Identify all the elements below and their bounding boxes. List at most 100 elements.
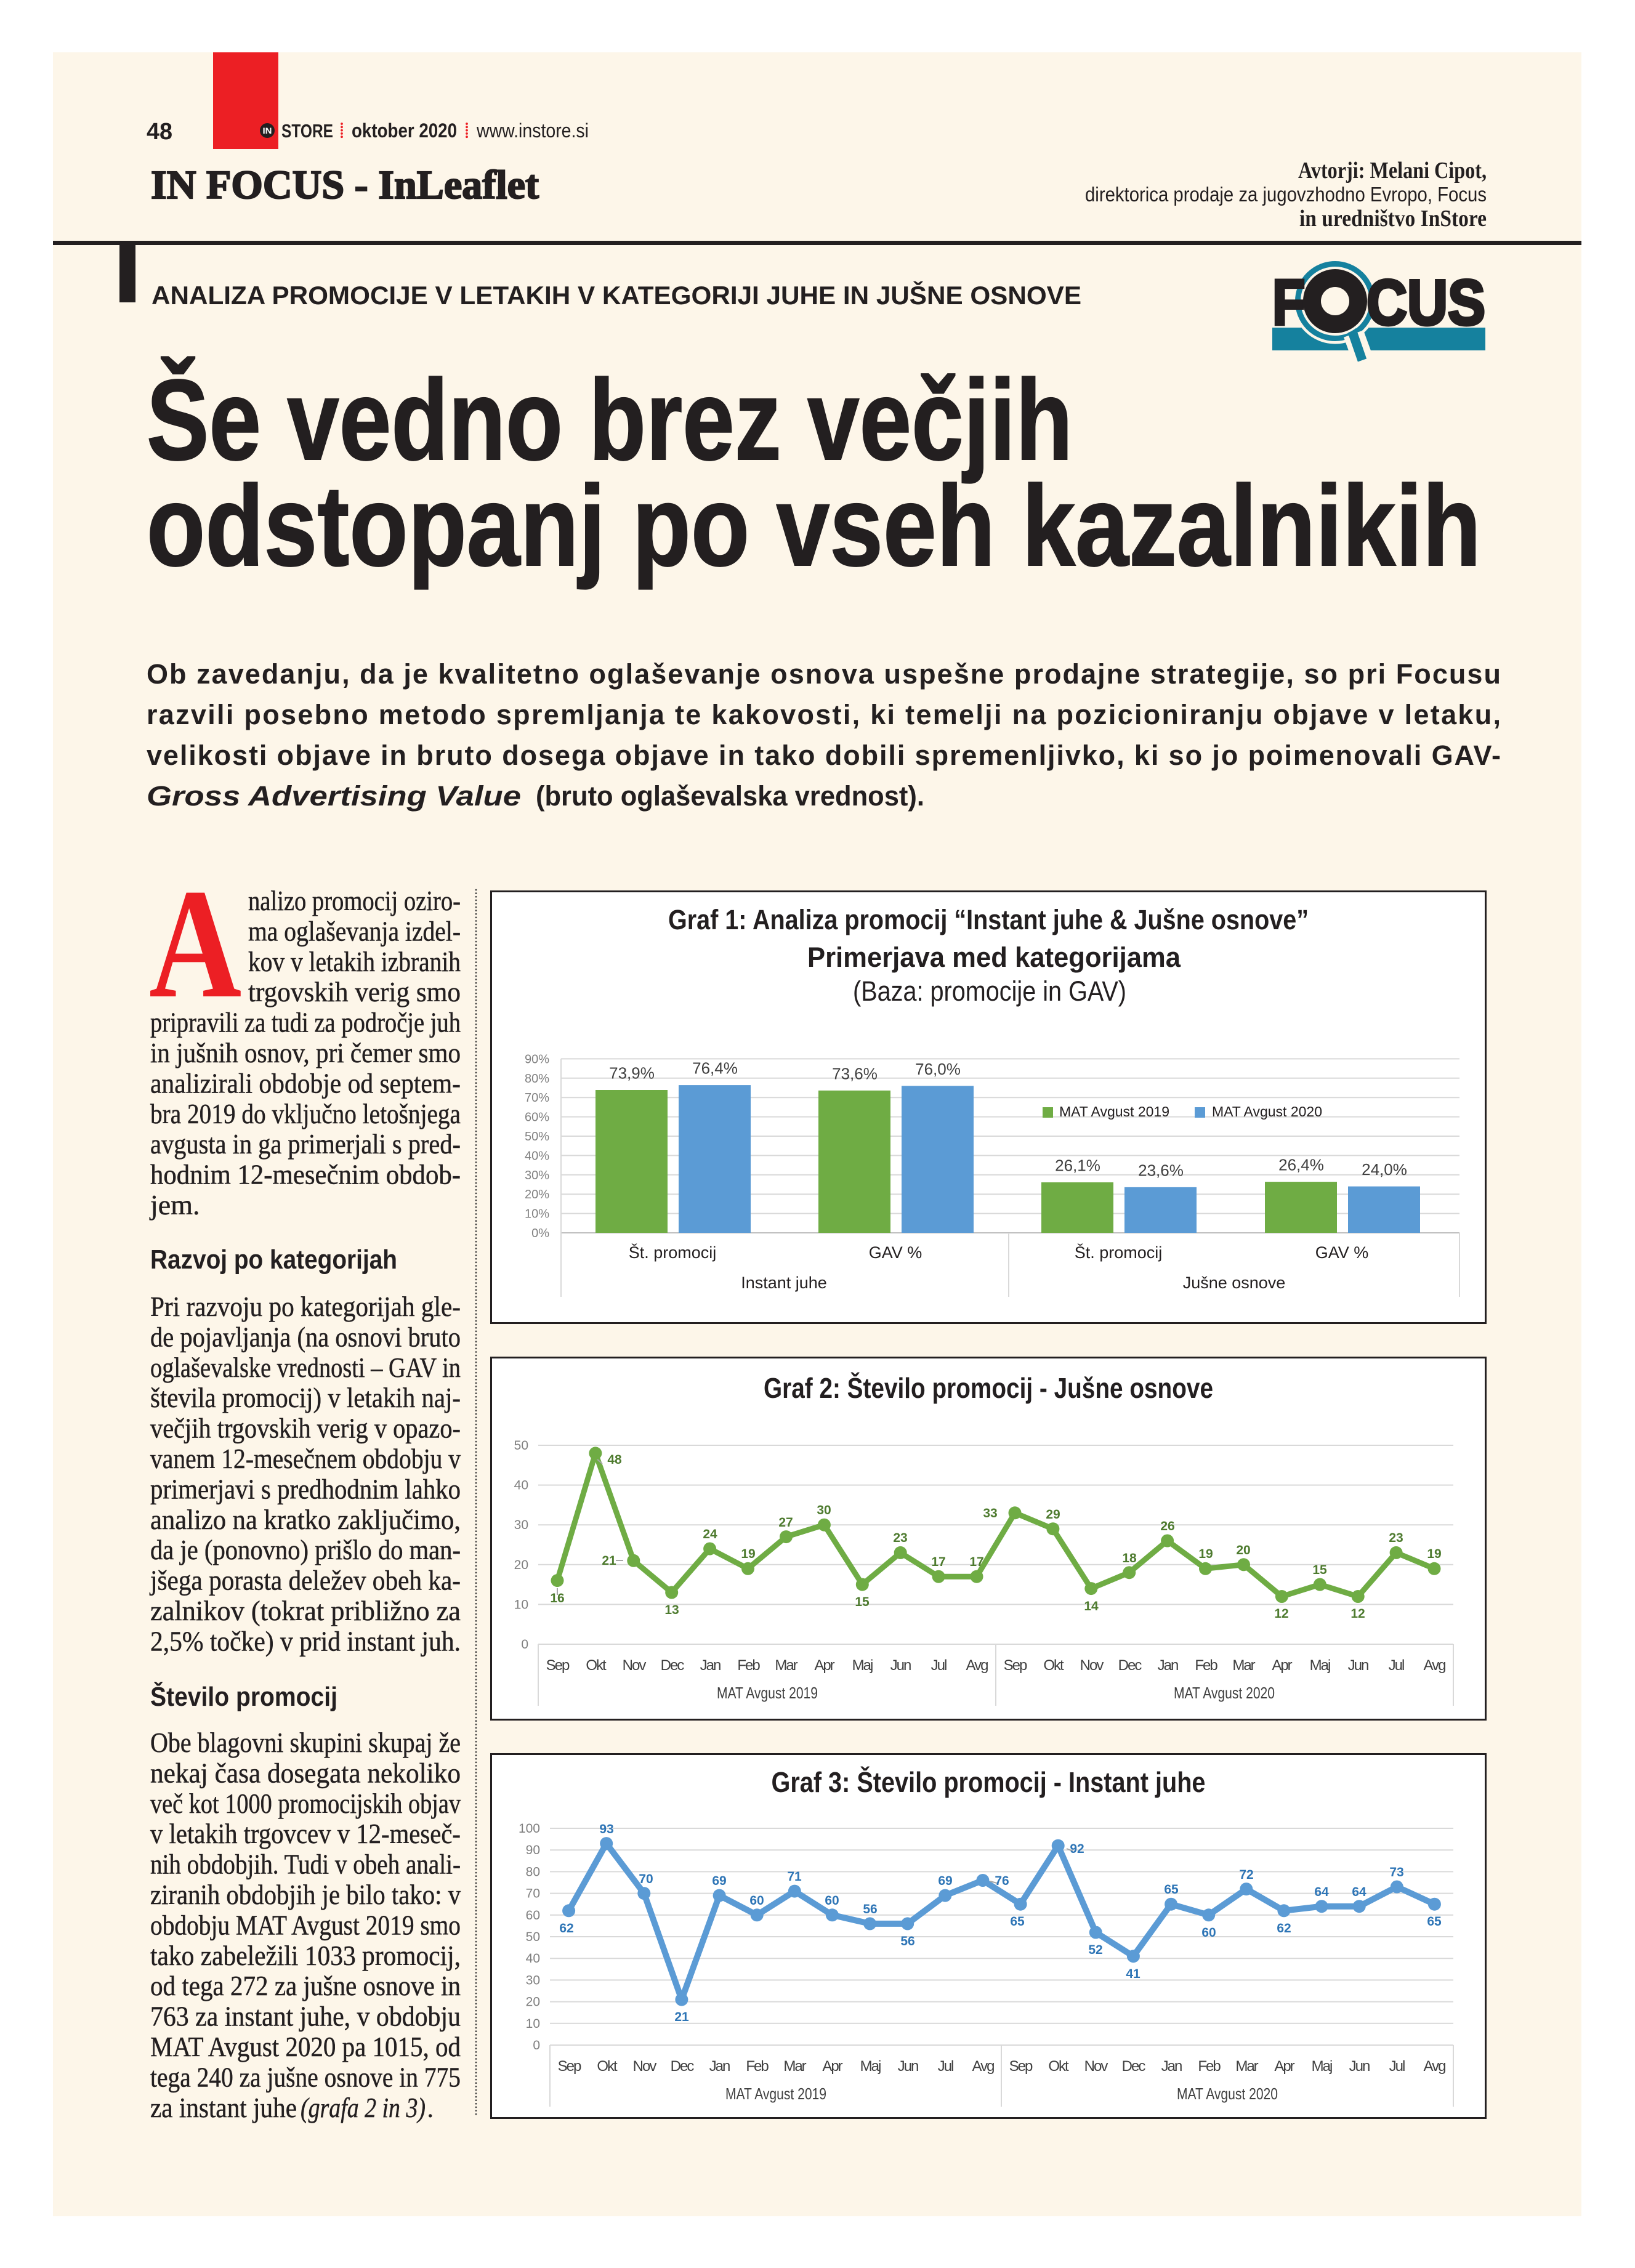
svg-text:19: 19	[741, 1547, 755, 1561]
svg-text:19: 19	[1198, 1547, 1213, 1561]
svg-text:števila promocij) v letakih na: števila promocij) v letakih naj-	[150, 1382, 461, 1413]
svg-text:24,0%: 24,0%	[1362, 1160, 1407, 1179]
svg-text:Jan: Jan	[700, 1657, 721, 1674]
svg-text:64: 64	[1352, 1885, 1367, 1899]
svg-text:IN: IN	[263, 126, 272, 135]
svg-text:29: 29	[1046, 1507, 1060, 1522]
svg-text:24: 24	[703, 1527, 717, 1541]
svg-text:kov v letakih izbranih: kov v letakih izbranih	[248, 946, 461, 977]
svg-text:razvili posebno metodo spremlj: razvili posebno metodo spremljanja te ka…	[147, 699, 1501, 730]
svg-text:Dec: Dec	[671, 2058, 695, 2075]
svg-text:nekaj časa dosegata nekoliko: nekaj časa dosegata nekoliko	[150, 1757, 461, 1788]
svg-text:50: 50	[514, 1439, 528, 1453]
svg-text:20: 20	[526, 1995, 540, 2009]
svg-text:ziranih obdobjih je bilo tako:: ziranih obdobjih je bilo tako: v	[150, 1879, 461, 1910]
svg-text:Jušne osnove: Jušne osnove	[1183, 1273, 1286, 1292]
svg-text:jem.: jem.	[149, 1189, 200, 1221]
svg-text:Sep: Sep	[1004, 1657, 1027, 1674]
svg-text:69: 69	[712, 1874, 726, 1888]
svg-text:MAT Avgust 2019: MAT Avgust 2019	[725, 2084, 826, 2103]
svg-text:Gross Advertising Value: Gross Advertising Value	[147, 780, 521, 812]
svg-text:F: F	[1272, 267, 1305, 339]
svg-text:65: 65	[1164, 1883, 1179, 1897]
svg-text:30%: 30%	[525, 1169, 549, 1182]
svg-text:Sep: Sep	[1009, 2058, 1033, 2075]
svg-text:in uredništvo InStore: in uredništvo InStore	[1299, 206, 1487, 232]
svg-text:93: 93	[599, 1822, 613, 1836]
svg-text:14: 14	[1084, 1599, 1099, 1613]
svg-text:80%: 80%	[525, 1072, 549, 1086]
svg-text:60: 60	[526, 1908, 540, 1923]
svg-text:Sep: Sep	[558, 2058, 581, 2075]
svg-text:56: 56	[900, 1934, 914, 1948]
svg-text:60: 60	[825, 1894, 839, 1908]
svg-text:76,4%: 76,4%	[692, 1059, 738, 1078]
svg-text:zalnikov (tokrat približno za: zalnikov (tokrat približno za	[150, 1595, 461, 1626]
svg-text:www.instore.si: www.instore.si	[476, 119, 589, 142]
svg-text:70%: 70%	[525, 1091, 549, 1105]
svg-text:Maj: Maj	[1312, 2058, 1332, 2075]
svg-text:20%: 20%	[525, 1188, 549, 1201]
svg-text:73,6%: 73,6%	[832, 1064, 878, 1083]
svg-text:Jul: Jul	[938, 2058, 953, 2075]
svg-text:92: 92	[1070, 1842, 1084, 1856]
svg-text:odstopanj po vseh kazalnikih: odstopanj po vseh kazalnikih	[147, 462, 1481, 590]
svg-text:26: 26	[1160, 1519, 1174, 1533]
svg-text:da je (ponovno) prišlo do man-: da je (ponovno) prišlo do man-	[150, 1534, 461, 1565]
svg-text:Avg: Avg	[1424, 1657, 1446, 1674]
svg-text:Okt: Okt	[597, 2058, 618, 2075]
svg-text:bra 2019 do vključno letošnjeg: bra 2019 do vključno letošnjega	[150, 1098, 461, 1129]
svg-text:60: 60	[1201, 1926, 1216, 1940]
svg-text:27: 27	[778, 1515, 793, 1530]
svg-text:(bruto oglaševalska vrednost).: (bruto oglaševalska vrednost).	[536, 780, 924, 812]
svg-text:MAT Avgust 2019: MAT Avgust 2019	[717, 1684, 818, 1702]
svg-text:MAT Avgust 2020: MAT Avgust 2020	[1212, 1104, 1322, 1120]
svg-text:Jun: Jun	[898, 2058, 918, 2075]
svg-text:tako zabeležili 1033 promocij,: tako zabeležili 1033 promocij,	[150, 1940, 461, 1971]
svg-text:Jan: Jan	[709, 2058, 730, 2075]
svg-text:16: 16	[550, 1591, 564, 1605]
svg-text:Mar: Mar	[1232, 1657, 1255, 1674]
svg-text:40: 40	[526, 1951, 540, 1966]
svg-text:MAT Avgust 2019: MAT Avgust 2019	[1059, 1104, 1169, 1120]
svg-text:IN FOCUS - InLeaflet: IN FOCUS - InLeaflet	[151, 163, 539, 208]
svg-text:56: 56	[863, 1902, 877, 1916]
svg-text:62: 62	[1277, 1921, 1291, 1935]
svg-text:0%: 0%	[531, 1227, 549, 1240]
svg-text:50: 50	[526, 1930, 540, 1944]
svg-text:Okt: Okt	[1043, 1657, 1064, 1674]
svg-text:71: 71	[787, 1870, 802, 1884]
svg-text:Nov: Nov	[1080, 1657, 1104, 1674]
svg-text:Št. promocij: Št. promocij	[1075, 1243, 1163, 1262]
svg-text:ma oglaševanja izdel-: ma oglaševanja izdel-	[248, 915, 461, 946]
svg-text:MAT Avgust 2020: MAT Avgust 2020	[1177, 2084, 1278, 2103]
svg-text:Mar: Mar	[775, 1657, 797, 1674]
svg-text:0: 0	[533, 2038, 540, 2052]
svg-text:Okt: Okt	[1048, 2058, 1069, 2075]
svg-text:pripravili za tudi za področje: pripravili za tudi za področje juh	[150, 1007, 461, 1038]
svg-text:A: A	[149, 857, 241, 1031]
svg-text:vanem 12-mesečnem obdobju v: vanem 12-mesečnem obdobju v	[150, 1443, 461, 1474]
svg-text:Feb: Feb	[737, 1657, 760, 1674]
svg-text:76: 76	[995, 1874, 1009, 1888]
svg-text:STORE: STORE	[281, 120, 333, 142]
svg-text:za instant juhe: za instant juhe	[150, 2092, 297, 2123]
svg-text:72: 72	[1239, 1868, 1253, 1882]
svg-text:19: 19	[1427, 1547, 1441, 1561]
svg-text:v letakih trgovcev v 12-meseč-: v letakih trgovcev v 12-meseč-	[150, 1818, 461, 1849]
svg-text:(Baza: promocije in GAV): (Baza: promocije in GAV)	[853, 975, 1126, 1007]
svg-text:30: 30	[526, 1973, 540, 1987]
svg-text:Obe blagovni skupini skupaj že: Obe blagovni skupini skupaj že	[150, 1727, 461, 1758]
svg-text:41: 41	[1126, 1967, 1140, 1981]
svg-text:17: 17	[969, 1555, 983, 1569]
svg-text:17: 17	[931, 1555, 945, 1569]
svg-text:analizo na kratko zaključimo,: analizo na kratko zaključimo,	[150, 1504, 461, 1535]
svg-text:nih obdobjih. Tudi v obeh anal: nih obdobjih. Tudi v obeh anali-	[150, 1849, 461, 1880]
svg-text:in jušnih osnov, pri čemer smo: in jušnih osnov, pri čemer smo	[150, 1037, 461, 1068]
svg-text:direktorica prodaje za jugovzh: direktorica prodaje za jugovzhodno Evrop…	[1085, 183, 1487, 206]
svg-text:52: 52	[1088, 1943, 1102, 1957]
svg-text:26,4%: 26,4%	[1278, 1156, 1324, 1174]
svg-text:Dec: Dec	[661, 1657, 685, 1674]
svg-text:Graf 3: Število promocij - Ins: Graf 3: Število promocij - Instant juhe	[772, 1766, 1206, 1798]
svg-text:10: 10	[514, 1597, 528, 1612]
